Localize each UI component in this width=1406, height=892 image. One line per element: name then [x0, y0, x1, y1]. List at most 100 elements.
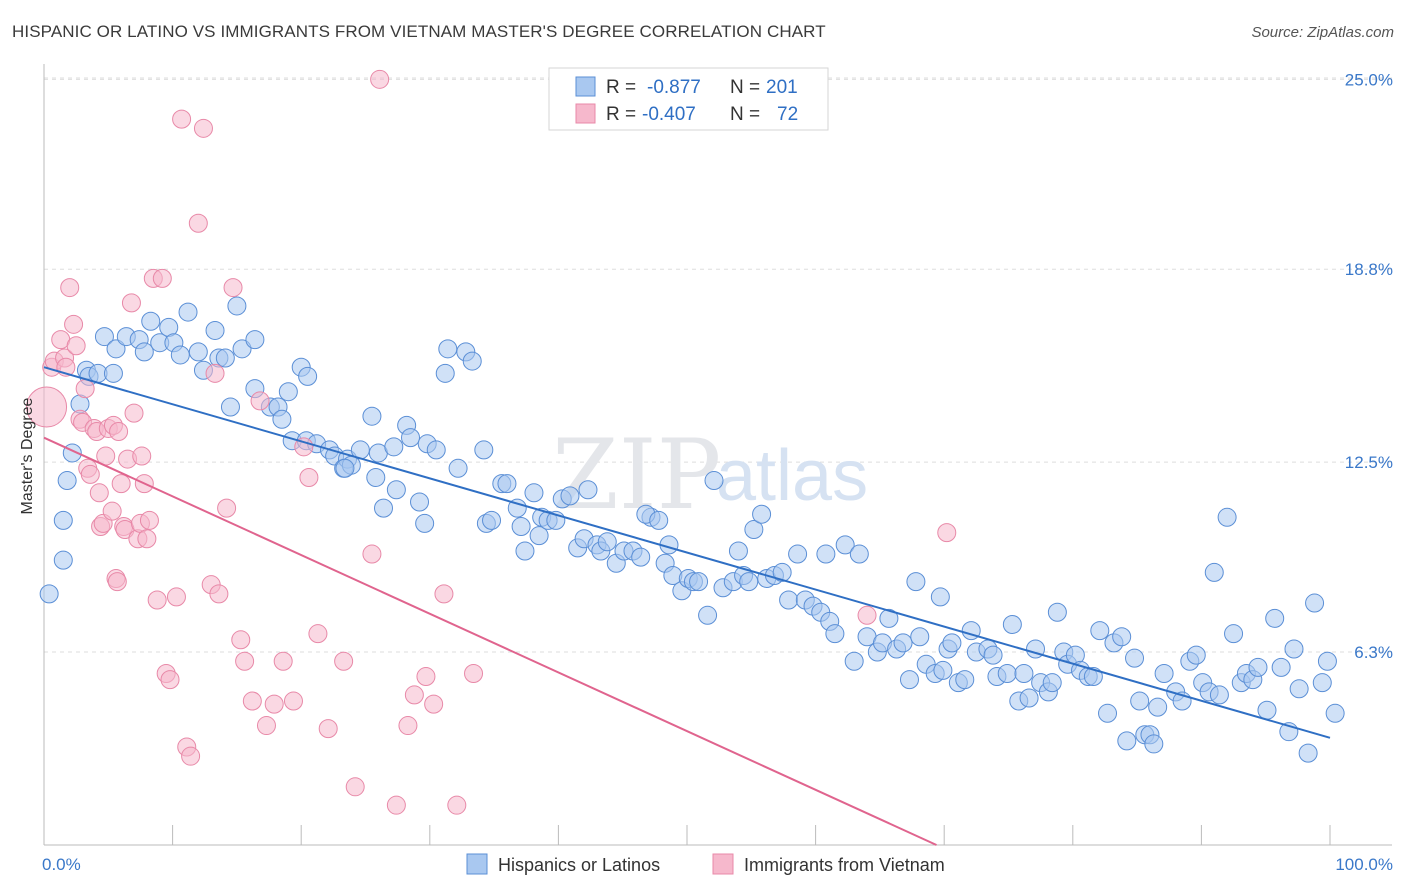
- y-tick-label: 18.8%: [1345, 260, 1393, 279]
- hispanic-point: [930, 587, 950, 607]
- hispanic-point: [1289, 679, 1309, 699]
- hispanic-point: [1312, 673, 1332, 693]
- hispanic-point: [1224, 624, 1244, 644]
- vietnam-point: [66, 336, 86, 356]
- vietnam-point: [370, 69, 390, 89]
- vietnam-point: [250, 391, 270, 411]
- legend-swatch-hispanic: [466, 853, 488, 875]
- hispanic-point: [728, 541, 748, 561]
- hispanic-point: [899, 670, 919, 690]
- stats-n-value-pink: 72: [777, 104, 798, 125]
- stats-r-value-blue: -0.877: [647, 77, 701, 98]
- hispanic-point: [1130, 691, 1150, 711]
- hispanic-point: [278, 382, 298, 402]
- hispanic-point: [1148, 697, 1168, 717]
- hispanic-point: [215, 348, 235, 368]
- hispanic-point: [362, 406, 382, 426]
- hispanic-point: [772, 562, 792, 582]
- hispanic-point: [170, 345, 190, 365]
- y-tick-label: 12.5%: [1345, 453, 1393, 472]
- legend-label-hispanic: Hispanics or Latinos: [498, 855, 660, 875]
- vietnam-point: [188, 213, 208, 233]
- vietnam-point: [160, 670, 180, 690]
- hispanic-point: [1098, 703, 1118, 723]
- hispanic-point: [335, 458, 355, 478]
- hispanic-point: [704, 471, 724, 491]
- hispanic-point: [178, 302, 198, 322]
- hispanic-point: [1271, 657, 1291, 677]
- hispanic-point: [366, 467, 386, 487]
- vietnam-point: [398, 716, 418, 736]
- vietnam-point: [334, 651, 354, 671]
- hispanic-point: [893, 633, 913, 653]
- vietnam-point: [345, 777, 365, 797]
- vietnam-point: [109, 422, 129, 442]
- hispanic-point: [220, 397, 240, 417]
- hispanic-point: [272, 409, 292, 429]
- hispanic-point: [779, 590, 799, 610]
- hispanic-point: [1317, 651, 1337, 671]
- vietnam-point: [857, 605, 877, 625]
- hispanic-point: [844, 651, 864, 671]
- vietnam-point: [283, 691, 303, 711]
- hispanic-point: [401, 428, 421, 448]
- hispanic-point: [482, 510, 502, 530]
- vietnam-point: [318, 719, 338, 739]
- hispanic-point: [1125, 648, 1145, 668]
- hispanic-point: [410, 492, 430, 512]
- vietnam-point: [299, 467, 319, 487]
- hispanic-point: [529, 526, 549, 546]
- x-tick-label-max: 100.0%: [1335, 855, 1393, 874]
- hispanic-point: [448, 458, 468, 478]
- hispanic-point: [462, 351, 482, 371]
- hispanic-point: [560, 486, 580, 506]
- stats-r-value-pink: -0.407: [642, 104, 696, 125]
- hispanic-point: [232, 339, 252, 359]
- hispanic-point: [497, 474, 517, 494]
- hispanic-point: [1083, 667, 1103, 687]
- hispanic-point: [955, 670, 975, 690]
- hispanic-point: [933, 660, 953, 680]
- hispanic-point: [788, 544, 808, 564]
- vietnam-trend-line: [43, 436, 937, 846]
- hispanic-point: [438, 339, 458, 359]
- hispanic-point: [188, 342, 208, 362]
- hispanic-point: [578, 480, 598, 500]
- trend-layer: [43, 366, 1331, 846]
- stats-swatch-pink: [575, 103, 596, 124]
- hispanic-point: [1217, 507, 1237, 527]
- hispanic-point: [597, 532, 617, 552]
- hispanic-point: [511, 516, 531, 536]
- hispanic-point: [1042, 673, 1062, 693]
- hispanic-point: [53, 550, 73, 570]
- hispanic-trend-line: [43, 366, 1331, 739]
- hispanic-point: [507, 498, 527, 518]
- vietnam-point: [111, 474, 131, 494]
- hispanic-point: [1204, 562, 1224, 582]
- hispanic-point: [415, 513, 435, 533]
- hispanic-point: [631, 547, 651, 567]
- stats-n-label-pink: N =: [730, 104, 760, 125]
- hispanic-point: [649, 510, 669, 530]
- vietnam-point: [64, 314, 84, 334]
- x-tick-label-min: 0.0%: [42, 855, 81, 874]
- hispanic-point: [39, 584, 59, 604]
- vietnam-point: [139, 510, 159, 530]
- vietnam-point: [416, 667, 436, 687]
- vietnam-point: [26, 386, 68, 428]
- vietnam-point: [102, 501, 122, 521]
- hispanic-point: [245, 330, 265, 350]
- hispanic-point: [1186, 645, 1206, 665]
- vietnam-point: [264, 694, 284, 714]
- vietnam-point: [80, 464, 100, 484]
- hispanic-point: [515, 541, 535, 561]
- hispanic-point: [1117, 731, 1137, 751]
- vietnam-point: [193, 118, 213, 138]
- vietnam-point: [172, 109, 192, 129]
- vietnam-point: [223, 278, 243, 298]
- hispanic-point: [997, 663, 1017, 683]
- hispanic-point: [134, 342, 154, 362]
- vietnam-point: [434, 584, 454, 604]
- vietnam-point: [75, 379, 95, 399]
